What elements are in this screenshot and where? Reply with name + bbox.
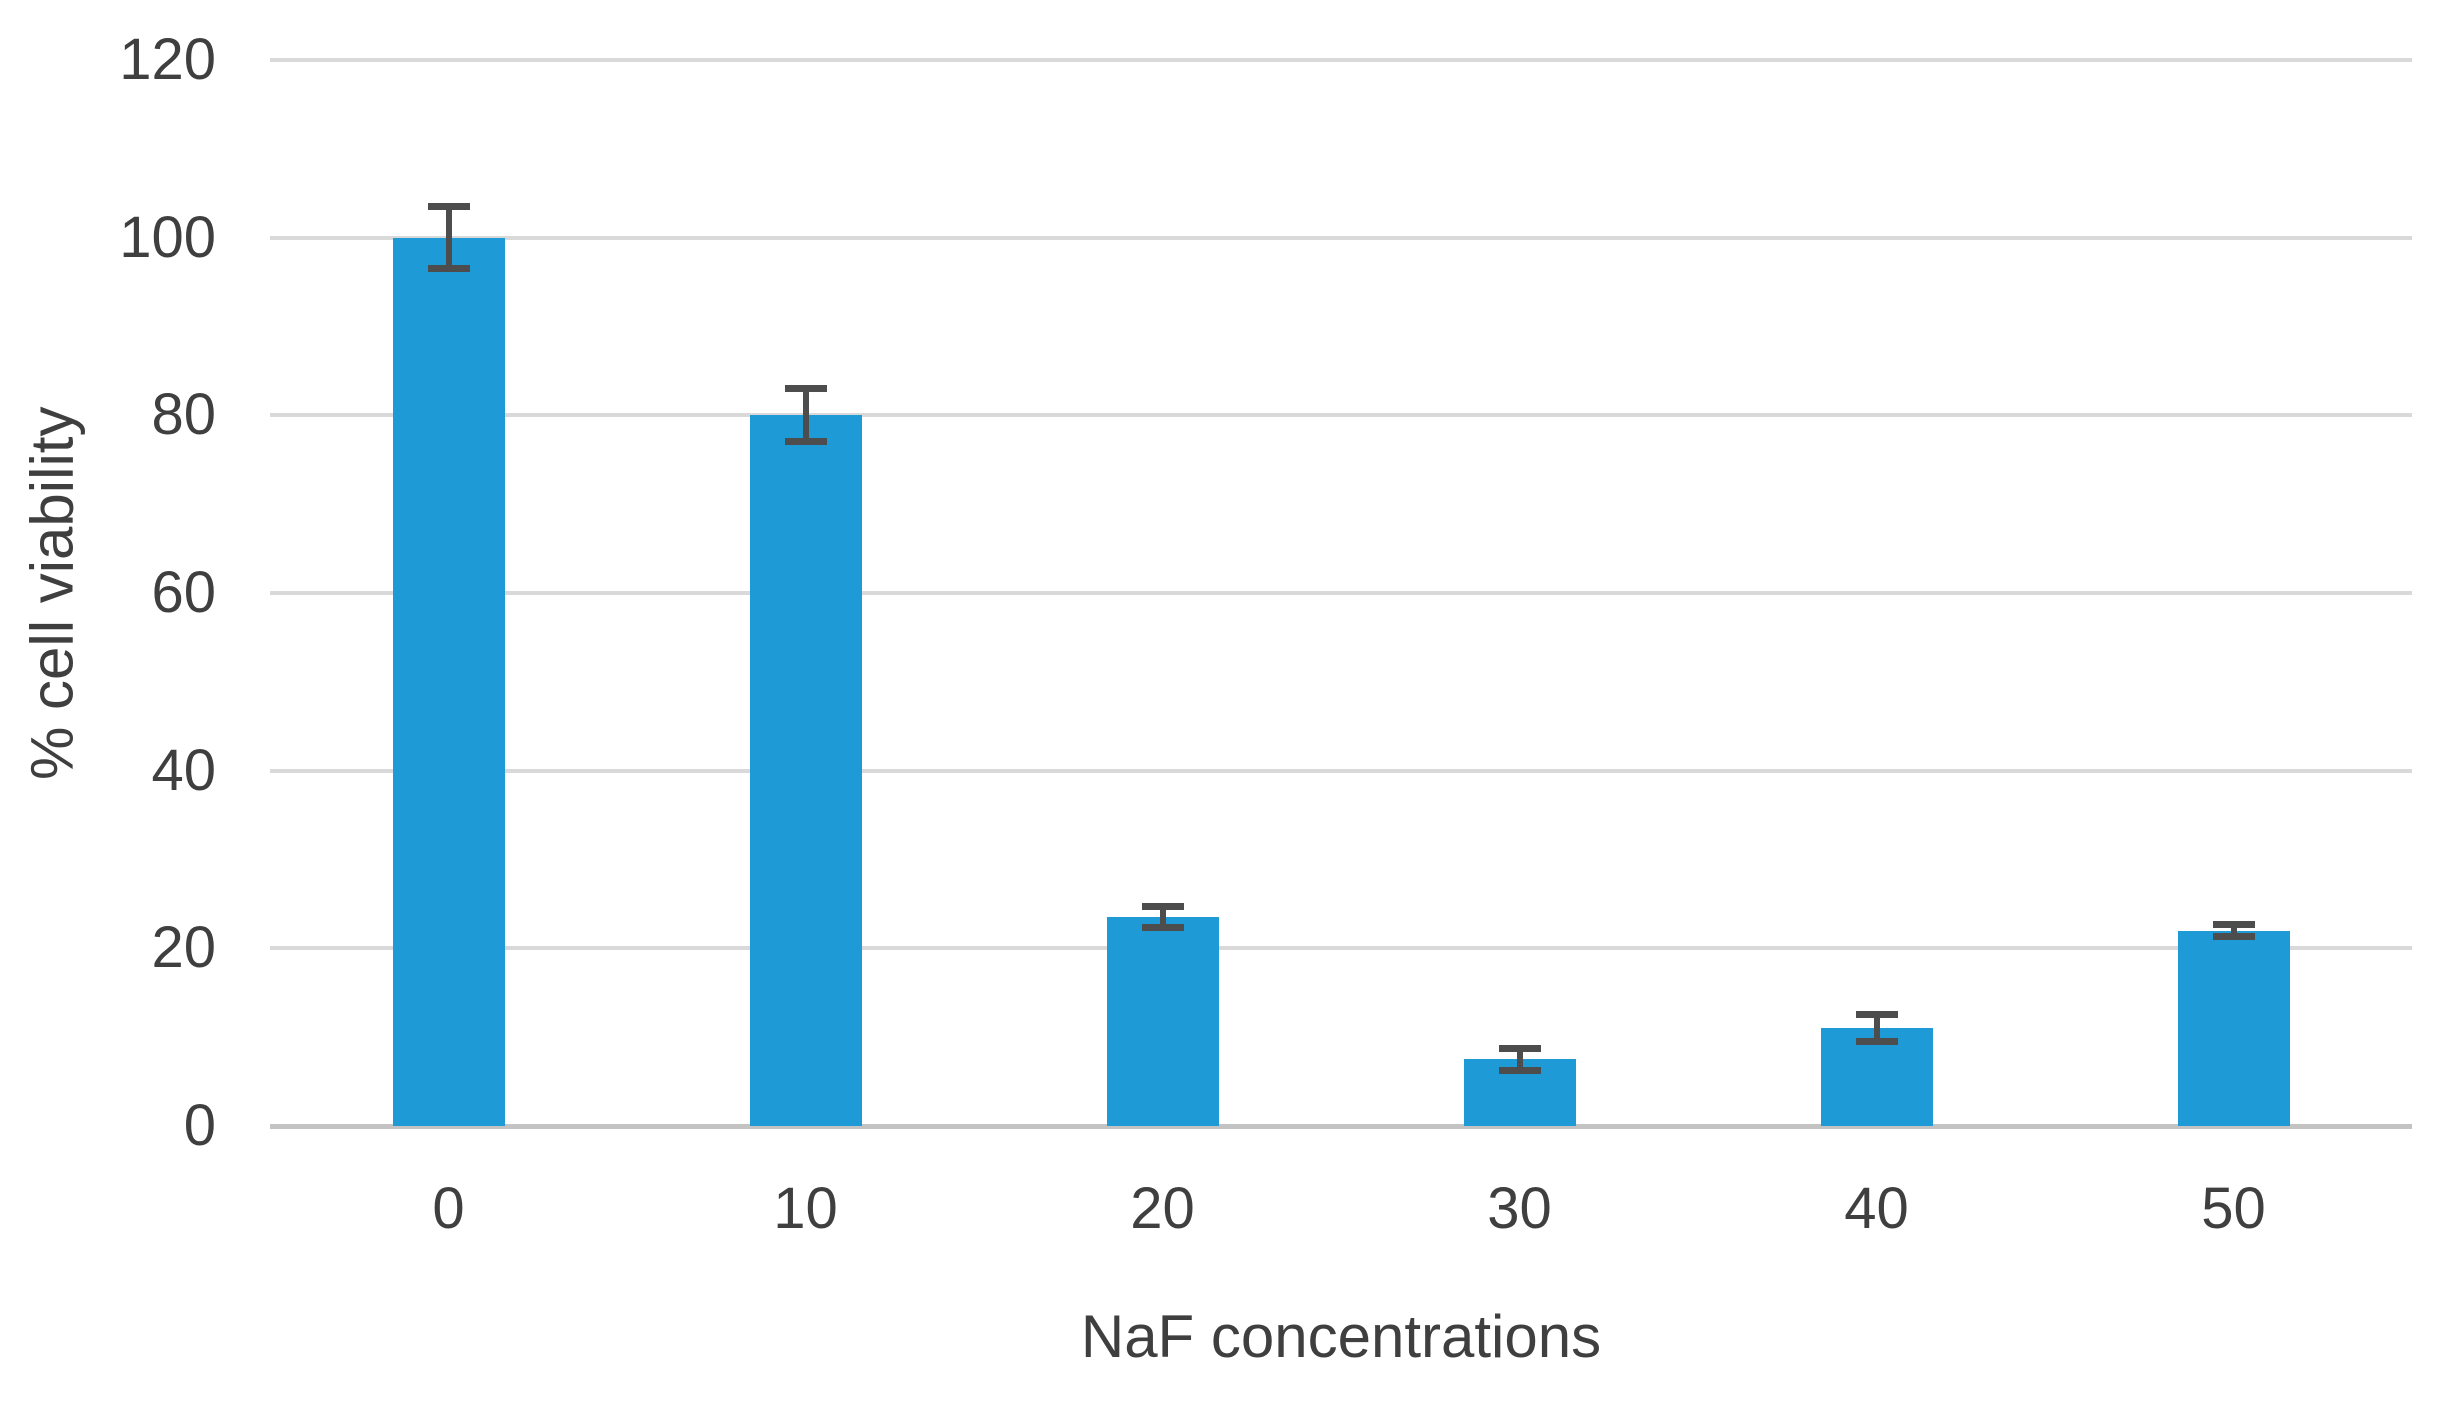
error-bar-cap-bottom xyxy=(427,265,470,273)
x-tick-label: 40 xyxy=(1844,1176,1909,1241)
error-bar-cap-bottom xyxy=(784,438,827,446)
error-bar-cap-top xyxy=(1141,903,1184,911)
gridline xyxy=(270,235,2412,240)
bar xyxy=(1106,917,1219,1126)
y-tick-label: 0 xyxy=(183,1093,216,1158)
x-tick-label: 20 xyxy=(1130,1176,1195,1241)
error-bar xyxy=(802,388,809,442)
x-tick-label: 30 xyxy=(1487,1176,1552,1241)
gridline xyxy=(270,768,2412,773)
bar xyxy=(392,237,505,1126)
error-bar-cap-top xyxy=(1855,1011,1898,1019)
y-tick-label: 60 xyxy=(151,560,216,625)
error-bar-cap-top xyxy=(784,385,827,393)
error-bar-cap-bottom xyxy=(1855,1038,1898,1046)
error-bar xyxy=(1159,906,1166,928)
x-axis-title: NaF concentrations xyxy=(1080,1303,1602,1370)
bar xyxy=(749,415,862,1126)
y-tick-label: 20 xyxy=(151,915,216,981)
gridline xyxy=(270,946,2412,951)
error-bar-cap-bottom xyxy=(2212,933,2255,941)
error-bar xyxy=(445,206,452,269)
y-tick-label: 40 xyxy=(151,737,216,803)
x-tick-label: 10 xyxy=(773,1176,838,1241)
y-tick-label: 120 xyxy=(119,27,216,92)
x-axis-line xyxy=(270,1124,2412,1129)
error-bar xyxy=(1873,1014,1880,1042)
y-tick-label: 100 xyxy=(119,204,216,270)
error-bar-cap-bottom xyxy=(1141,924,1184,932)
gridline xyxy=(270,58,2412,62)
plot-area xyxy=(270,58,2412,1129)
error-bar-cap-top xyxy=(1498,1045,1541,1053)
gridline xyxy=(270,591,2412,595)
x-tick-label: 0 xyxy=(432,1176,465,1241)
error-bar xyxy=(1516,1048,1523,1071)
y-tick-label: 80 xyxy=(151,382,216,448)
bar xyxy=(2177,930,2290,1126)
error-bar-cap-bottom xyxy=(1498,1066,1541,1074)
gridline xyxy=(270,413,2412,418)
error-bar xyxy=(2230,924,2237,937)
error-bar-cap-top xyxy=(2212,920,2255,928)
x-tick-label: 50 xyxy=(2201,1176,2266,1241)
error-bar-cap-top xyxy=(427,203,470,211)
